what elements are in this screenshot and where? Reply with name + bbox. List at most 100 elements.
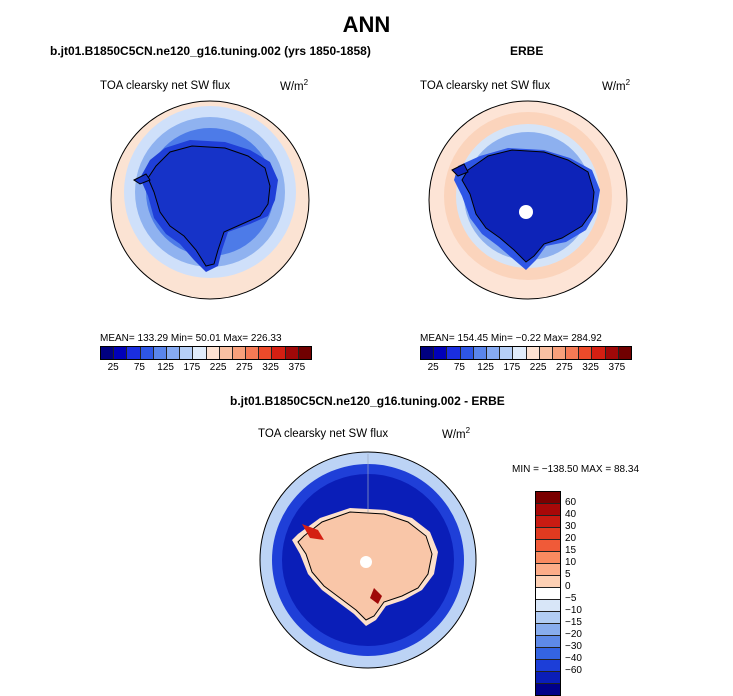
colorbar-tick-label: 275 bbox=[236, 362, 253, 373]
colorbar-tick-label: 75 bbox=[453, 362, 465, 373]
colorbar-tick-label: 275 bbox=[556, 362, 573, 373]
colorbar-swatch bbox=[272, 347, 286, 359]
colorbar-swatch bbox=[421, 347, 435, 359]
colorbar-swatch bbox=[232, 347, 247, 359]
colorbar-swatch bbox=[140, 347, 154, 359]
main-title: ANN bbox=[342, 12, 391, 37]
panel-2-stats: MEAN= 154.45 Min= −0.22 Max= 284.92 bbox=[420, 333, 602, 344]
colorbar-swatch bbox=[605, 347, 619, 359]
colorbar-tick-label: 25 bbox=[427, 362, 439, 373]
colorbar-swatch bbox=[166, 347, 181, 359]
colorbar-swatch bbox=[500, 347, 514, 359]
colorbar-tick-label: −40 bbox=[565, 653, 582, 664]
colorbar-tick-label: 40 bbox=[565, 509, 577, 520]
panel-1-polar-map bbox=[110, 100, 310, 300]
colorbar-swatch bbox=[219, 347, 233, 359]
colorbar-swatch bbox=[434, 347, 448, 359]
colorbar-tick-label: 175 bbox=[183, 362, 201, 373]
panel-2-polar-map bbox=[428, 100, 628, 300]
colorbar-swatch bbox=[536, 636, 560, 648]
colorbar-swatch bbox=[114, 347, 128, 359]
colorbar-swatch bbox=[536, 552, 560, 564]
colorbar-tick-label: 125 bbox=[157, 362, 174, 373]
colorbar-tick-label: −60 bbox=[565, 665, 582, 676]
colorbar-swatch bbox=[486, 347, 501, 359]
colorbar-swatch bbox=[447, 347, 461, 359]
panel-3-colorbar bbox=[535, 491, 561, 696]
panel-1-variable-label: TOA clearsky net SW flux bbox=[100, 80, 231, 92]
colorbar-swatch bbox=[473, 347, 487, 359]
colorbar-swatch bbox=[460, 347, 474, 359]
colorbar-swatch bbox=[153, 347, 167, 359]
colorbar-swatch bbox=[536, 672, 560, 684]
colorbar-tick-label: 125 bbox=[477, 362, 494, 373]
colorbar-tick-label: 75 bbox=[133, 362, 145, 373]
colorbar-swatch bbox=[536, 528, 560, 540]
panel-2-title: ERBE bbox=[510, 44, 544, 58]
colorbar-swatch bbox=[592, 347, 606, 359]
colorbar-swatch bbox=[539, 347, 553, 359]
colorbar-swatch bbox=[536, 516, 560, 528]
colorbar-tick-label: 375 bbox=[608, 362, 626, 373]
colorbar-swatch bbox=[536, 612, 560, 624]
colorbar-tick-label: 10 bbox=[565, 557, 577, 568]
colorbar-tick-label: 60 bbox=[565, 497, 577, 508]
panel-3-colorbar-ticks: 60 40 30 20 15 10 5 0 −5 −10 −15 −20 −30 −40 −60 bbox=[565, 491, 605, 676]
colorbar-swatch bbox=[536, 576, 560, 588]
panel-3-units: W/m2 bbox=[442, 426, 471, 441]
colorbar-tick-label: −30 bbox=[565, 641, 582, 652]
colorbar-swatch bbox=[298, 347, 311, 359]
panel-1-title: b.jt01.B1850C5CN.ne120_g16.tuning.002 (y… bbox=[50, 44, 371, 58]
panel-1-colorbar bbox=[100, 346, 312, 360]
colorbar-swatch bbox=[259, 347, 273, 359]
colorbar-tick-label: 5 bbox=[565, 569, 571, 580]
colorbar-swatch bbox=[536, 600, 560, 612]
panel-1-stats: MEAN= 133.29 Min= 50.01 Max= 226.33 bbox=[100, 333, 282, 344]
colorbar-swatch bbox=[536, 684, 560, 695]
colorbar-swatch bbox=[536, 504, 560, 516]
colorbar-swatch bbox=[206, 347, 220, 359]
colorbar-swatch bbox=[536, 624, 560, 636]
colorbar-tick-label: 25 bbox=[107, 362, 119, 373]
panel-1-colorbar-ticks: 25 75 125 175 225 275 325 375 bbox=[100, 362, 310, 376]
colorbar-swatch bbox=[579, 347, 593, 359]
colorbar-tick-label: 325 bbox=[582, 362, 599, 373]
colorbar-tick-label: 325 bbox=[262, 362, 279, 373]
colorbar-swatch bbox=[552, 347, 567, 359]
panel-3-stats: MIN = −138.50 MAX = 88.34 bbox=[512, 464, 640, 475]
colorbar-swatch bbox=[101, 347, 115, 359]
colorbar-tick-label: −10 bbox=[565, 605, 582, 616]
colorbar-tick-label: 175 bbox=[503, 362, 521, 373]
panel-2-colorbar bbox=[420, 346, 632, 360]
colorbar-swatch bbox=[246, 347, 260, 359]
colorbar-swatch bbox=[513, 347, 527, 359]
colorbar-swatch bbox=[566, 347, 580, 359]
colorbar-tick-label: −5 bbox=[565, 593, 577, 604]
colorbar-swatch bbox=[285, 347, 299, 359]
colorbar-tick-label: 30 bbox=[565, 521, 577, 532]
colorbar-swatch bbox=[193, 347, 207, 359]
colorbar-swatch bbox=[536, 492, 560, 504]
colorbar-tick-label: 0 bbox=[565, 581, 571, 592]
panel-1-units: W/m2 bbox=[280, 78, 309, 93]
colorbar-swatch bbox=[536, 648, 560, 660]
panel-3-polar-map bbox=[259, 451, 477, 669]
colorbar-swatch bbox=[526, 347, 540, 359]
colorbar-swatch bbox=[536, 588, 560, 600]
colorbar-tick-label: 375 bbox=[288, 362, 306, 373]
colorbar-swatch bbox=[618, 347, 631, 359]
panel-3-title: b.jt01.B1850C5CN.ne120_g16.tuning.002 - … bbox=[230, 394, 505, 408]
colorbar-swatch bbox=[536, 564, 560, 576]
panel-2-colorbar-ticks: 25 75 125 175 225 275 325 375 bbox=[420, 362, 630, 376]
colorbar-swatch bbox=[536, 540, 560, 552]
colorbar-tick-label: 225 bbox=[529, 362, 547, 373]
colorbar-tick-label: −15 bbox=[565, 617, 582, 628]
colorbar-tick-label: 225 bbox=[209, 362, 227, 373]
panel-2-units: W/m2 bbox=[602, 78, 631, 93]
colorbar-tick-label: −20 bbox=[565, 629, 582, 640]
panel-2-variable-label: TOA clearsky net SW flux bbox=[420, 80, 551, 92]
colorbar-tick-label: 20 bbox=[565, 533, 577, 544]
colorbar-swatch bbox=[180, 347, 194, 359]
colorbar-tick-label: 15 bbox=[565, 545, 577, 556]
colorbar-swatch bbox=[127, 347, 141, 359]
